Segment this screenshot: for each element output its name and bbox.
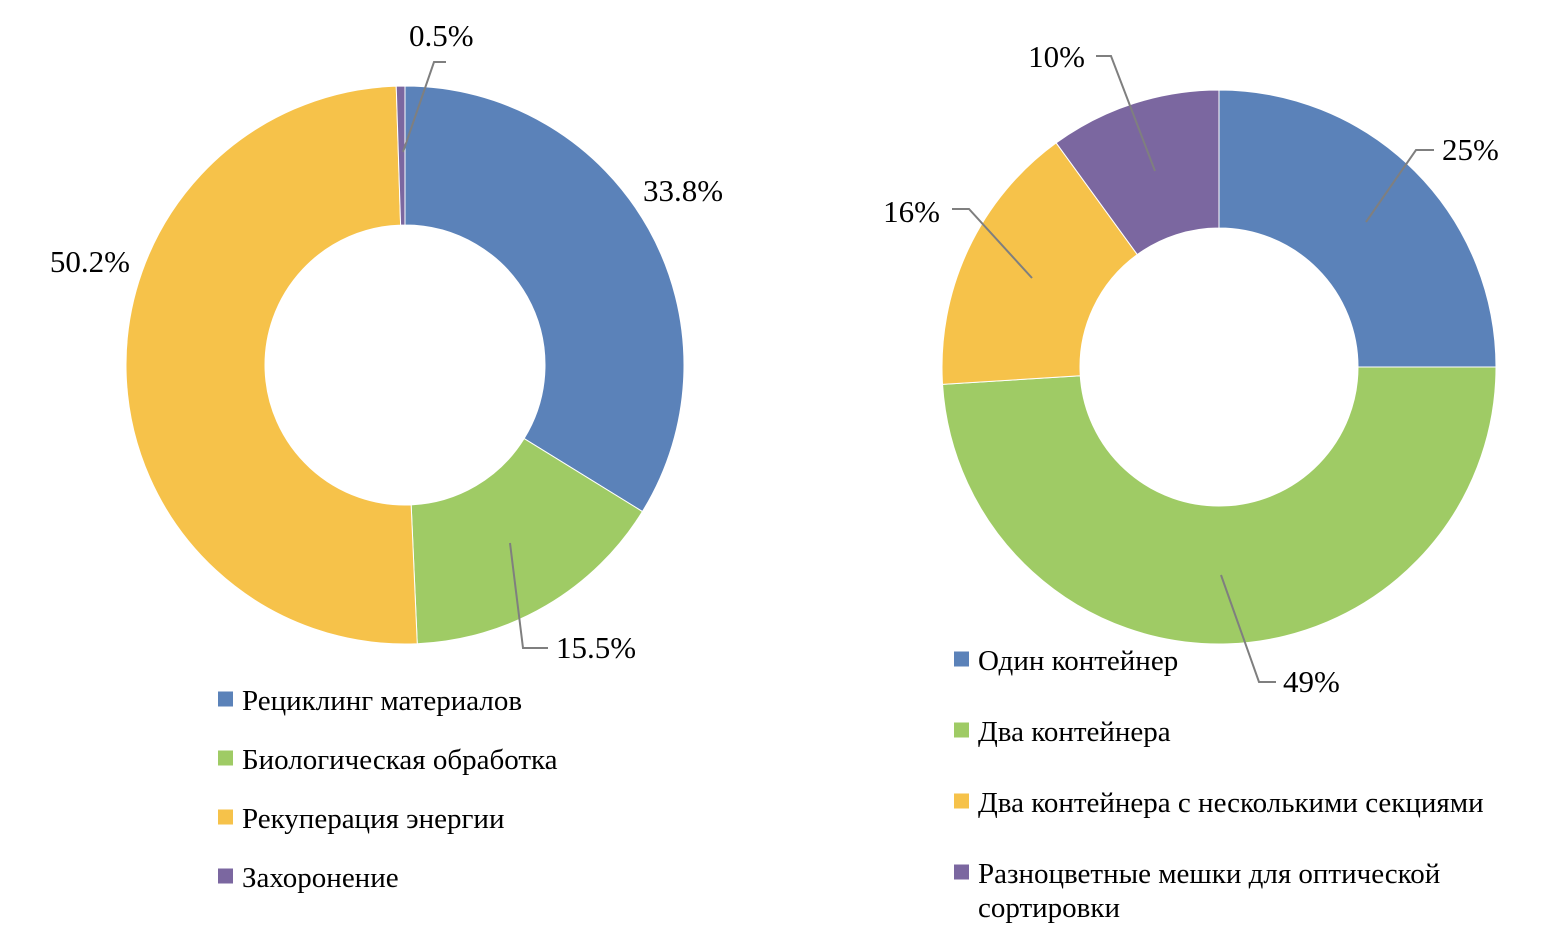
legend-item-3: Рекуперация энергии xyxy=(242,803,504,835)
legend: Рециклинг материалов Биологическая обрабо… xyxy=(218,685,558,894)
legend-item-2: Два контейнера xyxy=(978,716,1171,748)
legend-item-4: Разноцветные мешки для оптической сортиро… xyxy=(978,858,1440,924)
data-labels: 25% 49% 16% 10% xyxy=(883,39,1499,699)
slice-3 xyxy=(941,142,1138,385)
leader-line-3 xyxy=(952,208,1033,279)
slice-4 xyxy=(1055,89,1220,256)
slice-2 xyxy=(410,437,644,645)
slice-4 xyxy=(395,85,406,226)
leader-line-2 xyxy=(509,542,548,649)
legend-swatch-2 xyxy=(218,750,233,766)
leader-line-4 xyxy=(1096,55,1156,172)
legend-swatch-1 xyxy=(218,691,233,707)
leader-line-2 xyxy=(1220,574,1276,683)
legend-swatch-4 xyxy=(954,864,969,880)
slice-3 xyxy=(125,85,418,645)
legend-swatch-3 xyxy=(218,809,233,825)
data-label-4: 0.5% xyxy=(409,18,474,53)
donut-chart-left: 33.8% 15.5% 50.2% 0.5% Рециклинг материалов… xyxy=(50,18,723,894)
slice-2 xyxy=(942,366,1497,645)
legend-swatch-3 xyxy=(954,793,969,809)
data-label-4: 10% xyxy=(1028,39,1085,74)
slices xyxy=(941,89,1497,645)
slice-1 xyxy=(1218,89,1497,368)
data-label-1: 25% xyxy=(1442,132,1499,167)
data-label-3: 16% xyxy=(883,194,940,229)
data-label-2: 49% xyxy=(1283,664,1340,699)
legend-swatch-4 xyxy=(218,868,233,884)
slice-1 xyxy=(404,85,685,513)
leader-line-4 xyxy=(402,61,446,153)
slices xyxy=(125,85,685,645)
legend: Один контейнер Два контейнера Два контейне… xyxy=(954,645,1484,924)
leader-lines xyxy=(952,55,1434,683)
legend-item-1: Рециклинг материалов xyxy=(242,685,522,717)
legend-item-2: Биологическая обработка xyxy=(242,744,558,776)
legend-item-3: Два контейнера с несколькими секциями xyxy=(978,787,1484,819)
legend-swatch-1 xyxy=(954,651,969,667)
data-label-1: 33.8% xyxy=(643,173,723,208)
legend-item-1: Один контейнер xyxy=(978,645,1178,677)
donut-chart-right: 25% 49% 16% 10% Один контейнер Два контейнер… xyxy=(883,39,1499,924)
data-labels: 33.8% 15.5% 50.2% 0.5% xyxy=(50,18,723,665)
leader-lines xyxy=(402,61,548,649)
legend-swatch-2 xyxy=(954,722,969,738)
legend-item-4: Захоронение xyxy=(242,862,399,894)
leader-line-1 xyxy=(1365,149,1434,223)
data-label-2: 15.5% xyxy=(556,630,636,665)
data-label-3: 50.2% xyxy=(50,244,130,279)
